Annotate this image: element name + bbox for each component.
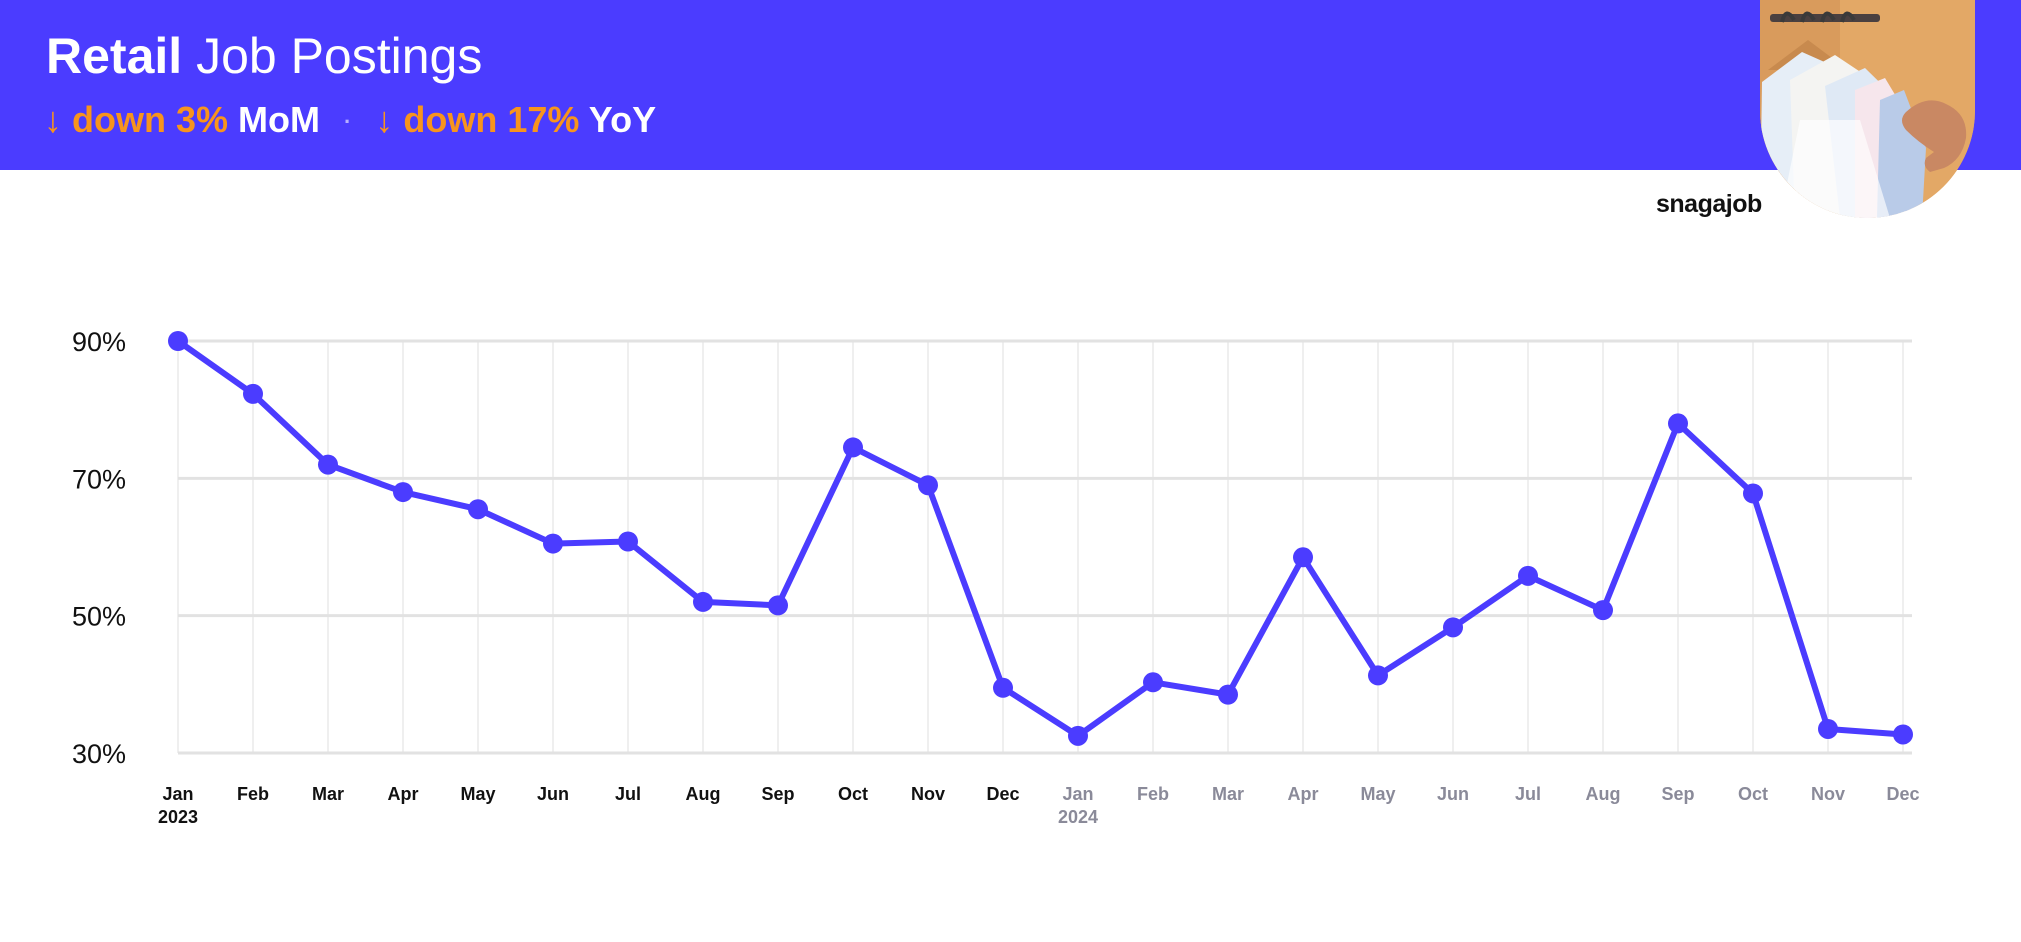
x-tick-label: Sep	[761, 784, 794, 804]
mom-change: down 3%	[72, 99, 229, 140]
x-tick-label: Jan	[162, 784, 193, 804]
data-point	[318, 454, 338, 475]
down-arrow-icon: ↓	[375, 99, 394, 140]
x-tick-label: Oct	[838, 784, 868, 804]
x-tick-label: Nov	[1811, 784, 1845, 804]
data-point	[993, 677, 1013, 698]
x-tick-label: Dec	[986, 784, 1019, 804]
clothing-rack-photo	[1760, 0, 1975, 218]
y-tick-label: 30%	[72, 739, 126, 769]
series-line	[175, 338, 1906, 739]
change-summary: ↓ down 3% MoM · ↓ down 17% YoY	[44, 97, 656, 145]
data-point	[393, 482, 413, 503]
x-tick-label: Sep	[1661, 784, 1694, 804]
data-point	[843, 437, 863, 458]
x-tick-label: May	[1360, 784, 1395, 804]
down-arrow-icon: ↓	[44, 99, 62, 140]
data-point	[1743, 483, 1763, 504]
data-point	[1368, 665, 1388, 686]
x-tick-label: Jul	[1515, 784, 1541, 804]
brand-logo: snagajob	[1656, 190, 1762, 218]
x-tick-label: Feb	[237, 784, 269, 804]
title-emphasis: Retail	[46, 28, 183, 84]
data-point	[1668, 413, 1688, 434]
data-point	[1293, 547, 1313, 568]
mom-label: MoM	[238, 99, 321, 140]
data-point	[1218, 684, 1238, 705]
data-point	[1593, 600, 1613, 621]
separator-dot: ·	[344, 109, 352, 135]
data-point	[1518, 565, 1538, 586]
x-tick-label: Aug	[1586, 784, 1621, 804]
x-tick-label: Mar	[312, 784, 344, 804]
x-tick-label: Mar	[1212, 784, 1244, 804]
data-point	[618, 531, 638, 552]
x-tick-label: Aug	[686, 784, 721, 804]
data-point	[1893, 724, 1913, 745]
data-point	[468, 499, 488, 520]
data-point	[693, 591, 713, 612]
x-tick-label: May	[460, 784, 495, 804]
x-tick-label: Feb	[1137, 784, 1169, 804]
title-rest: Job Postings	[196, 28, 483, 84]
header-banner: Retail Job Postings ↓ down 3% MoM · ↓ do…	[0, 0, 2021, 170]
data-point	[1818, 718, 1838, 739]
x-tick-label: Jun	[537, 784, 569, 804]
y-tick-label: 50%	[72, 602, 126, 632]
y-tick-label: 70%	[72, 464, 126, 494]
yoy-change: down 17%	[403, 99, 580, 140]
data-point	[243, 383, 263, 404]
data-point	[543, 533, 563, 554]
y-tick-label: 90%	[72, 327, 126, 357]
x-tick-label: Jan	[1062, 784, 1093, 804]
x-year-label: 2023	[158, 807, 198, 827]
x-tick-label: Apr	[388, 784, 419, 804]
data-point	[1068, 725, 1088, 746]
x-tick-label: Apr	[1288, 784, 1319, 804]
data-point	[918, 475, 938, 496]
page-title: Retail Job Postings	[46, 26, 482, 86]
data-point	[168, 331, 188, 351]
clothing-rack-illustration	[1760, 0, 1975, 218]
x-year-label: 2024	[1058, 807, 1098, 827]
data-point	[1443, 617, 1463, 638]
x-tick-label: Jul	[615, 784, 641, 804]
data-point	[768, 595, 788, 616]
data-point	[1143, 672, 1163, 693]
yoy-label: YoY	[588, 99, 657, 140]
x-tick-label: Jun	[1437, 784, 1469, 804]
x-tick-label: Dec	[1886, 784, 1919, 804]
x-tick-label: Oct	[1738, 784, 1768, 804]
x-tick-label: Nov	[911, 784, 945, 804]
